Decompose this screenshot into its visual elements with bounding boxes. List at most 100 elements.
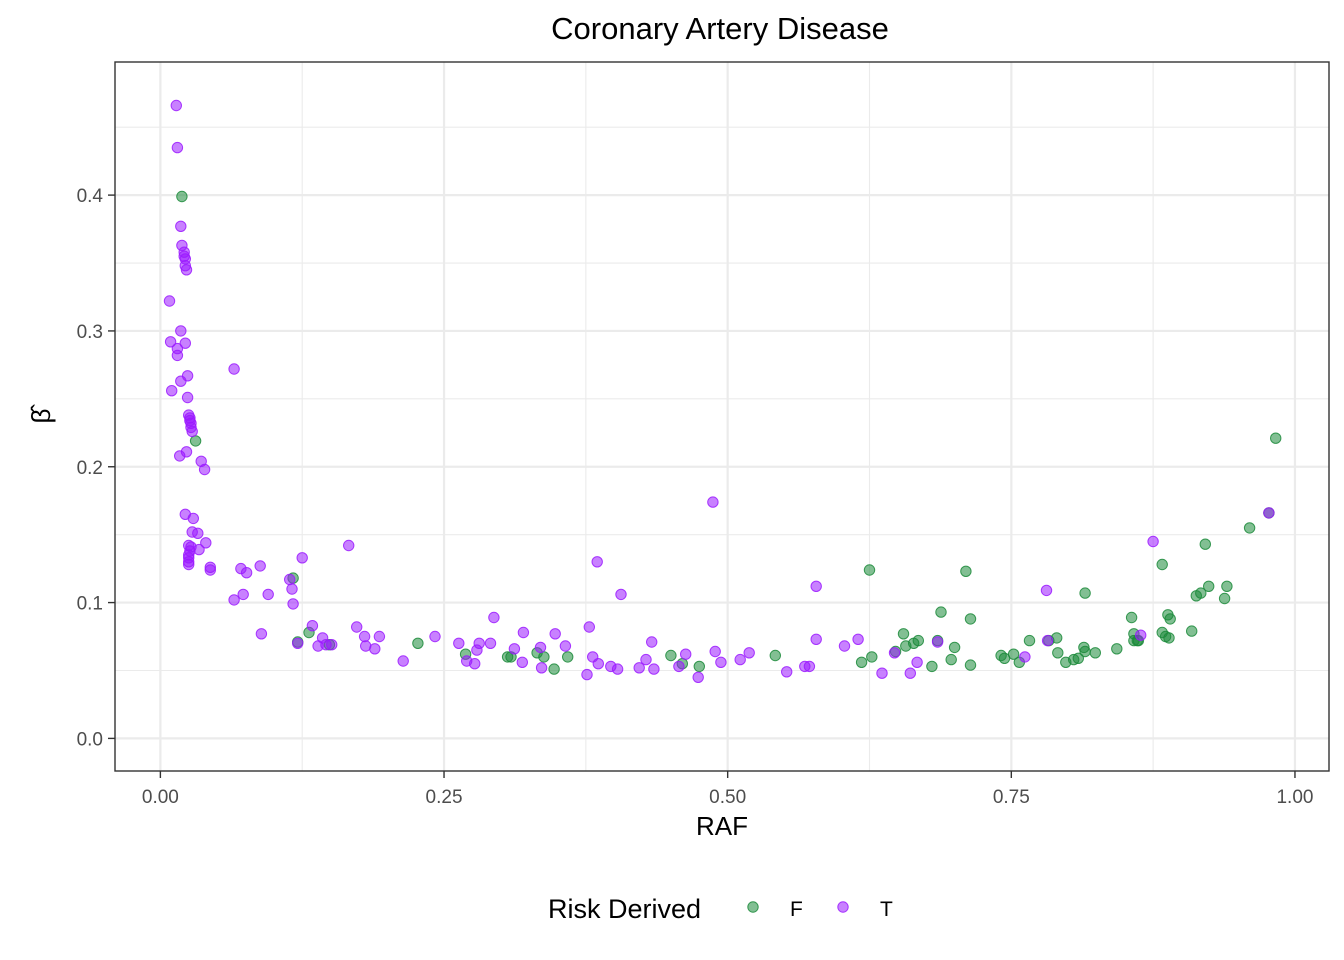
data-point-t [810, 633, 822, 645]
data-point-f [945, 653, 957, 666]
y-tick-label: 0.4 [77, 186, 104, 207]
data-point-t [707, 496, 719, 508]
data-point-t [810, 580, 822, 592]
data-point-f [1218, 592, 1231, 605]
data-point-f [863, 564, 876, 576]
data-point-f [412, 637, 424, 649]
data-point-t [517, 626, 530, 639]
plot-panel-border [114, 61, 1330, 772]
data-point-t [611, 663, 624, 675]
data-point-t [174, 450, 186, 462]
data-point-t [170, 99, 183, 112]
data-point-t [286, 583, 298, 595]
data-point-t [255, 628, 268, 640]
data-point-f [897, 628, 910, 640]
x-tick-label: 0.75 [993, 787, 1030, 808]
data-point-f [1023, 634, 1036, 647]
data-point-t [888, 647, 901, 659]
data-point-t [559, 640, 572, 652]
y-tick-label: 0.1 [77, 594, 103, 615]
data-point-t [640, 653, 652, 666]
y-tick-label: 0.0 [77, 729, 103, 750]
data-point-f [964, 613, 977, 625]
data-points [163, 99, 1282, 683]
data-point-t [549, 628, 561, 640]
x-tick-label: 1.00 [1276, 787, 1313, 808]
data-point-t [179, 337, 192, 349]
data-point-f [176, 190, 188, 203]
data-point-t [1040, 584, 1053, 597]
data-point-f [1079, 587, 1091, 599]
data-point-t [615, 588, 627, 601]
data-point-t [484, 637, 497, 649]
data-point-t [680, 648, 692, 660]
data-point-t [516, 656, 528, 668]
data-point-t [254, 560, 266, 572]
data-point-f [1111, 643, 1123, 655]
data-point-t [181, 391, 194, 404]
data-point-t [1135, 629, 1147, 641]
data-point-t [187, 512, 200, 525]
data-point-f [866, 651, 878, 663]
data-point-t [1263, 507, 1275, 519]
data-point-t [343, 539, 355, 552]
data-point-t [287, 598, 299, 610]
data-point-t [171, 349, 184, 362]
data-point-t [204, 564, 217, 576]
data-point-f [693, 660, 705, 673]
data-point-t [715, 656, 727, 668]
data-point-t [1041, 634, 1054, 647]
data-point-f [1072, 652, 1085, 664]
data-point-t [781, 666, 793, 678]
data-point-t [193, 543, 205, 556]
data-point-t [633, 662, 645, 674]
data-point-t [1019, 651, 1031, 663]
data-point-t [734, 653, 746, 666]
data-point-t [284, 573, 296, 586]
data-point-t [171, 141, 184, 154]
data-point-f [1163, 632, 1175, 644]
data-point-f [1221, 580, 1233, 592]
data-point-t [508, 643, 521, 655]
data-point-t [473, 637, 485, 649]
data-point-t [469, 658, 481, 670]
data-point-t [397, 655, 409, 667]
data-point-t [803, 660, 816, 673]
data-point-t [180, 264, 193, 276]
data-point-t [198, 463, 211, 476]
data-point-f [562, 651, 574, 663]
data-point-t [429, 630, 441, 643]
data-point-f [1199, 538, 1212, 550]
data-point-t [175, 325, 187, 337]
data-point-t [175, 375, 187, 387]
data-point-t [931, 636, 944, 648]
data-point-f [665, 649, 677, 662]
x-axis-label: RAF [696, 811, 748, 841]
y-axis-label: β̂ [26, 404, 56, 424]
data-point-t [852, 633, 864, 645]
data-point-f [855, 656, 868, 668]
data-point-f [538, 651, 550, 663]
legend-label-t: T [880, 898, 893, 921]
legend: Risk Derived F T [548, 894, 893, 924]
x-tick-label: 0.25 [426, 787, 463, 808]
legend-label-f: F [790, 898, 803, 921]
data-point-t [648, 663, 660, 675]
data-point-t [592, 658, 604, 670]
data-point-f [1156, 558, 1168, 571]
data-point-t [591, 556, 603, 568]
data-point-t [838, 640, 851, 652]
data-point-t [583, 621, 595, 633]
data-point-f [1186, 625, 1198, 637]
data-point-f [1195, 587, 1207, 599]
data-point-f [912, 634, 924, 647]
data-point-t [534, 641, 547, 654]
y-tick-label: 0.2 [77, 458, 103, 479]
x-tick-label: 0.50 [709, 787, 746, 808]
data-point-f [960, 565, 972, 577]
data-point-t [296, 552, 308, 564]
data-point-t [192, 527, 204, 539]
x-tick-label: 0.00 [142, 787, 179, 808]
data-point-t [164, 336, 177, 348]
legend-key-f [747, 901, 759, 913]
